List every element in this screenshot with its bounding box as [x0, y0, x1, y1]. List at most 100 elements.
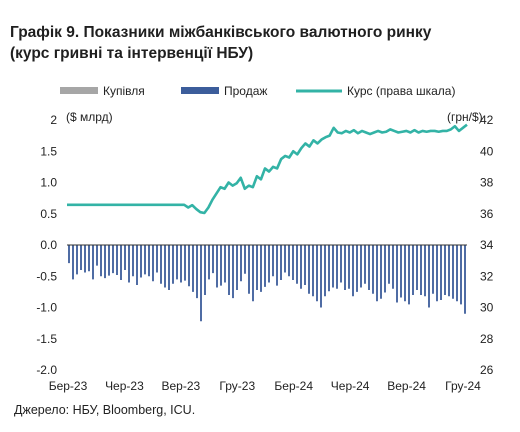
y2-tick-label: 38	[480, 176, 494, 190]
sale-bar	[428, 245, 430, 308]
y2-axis-ticks: 42 40 38 36 34 32 30 28 26	[480, 113, 494, 377]
sale-bar	[456, 245, 458, 302]
sale-bar	[300, 245, 302, 289]
sale-bar	[380, 245, 382, 299]
x-tick-label: Чер-24	[331, 379, 370, 393]
sale-bar	[356, 245, 358, 292]
sale-bar	[280, 245, 282, 280]
sale-bar	[412, 245, 414, 295]
x-tick-label: Бер-23	[49, 379, 88, 393]
y-tick-label: 0.5	[40, 207, 57, 221]
sale-bar	[392, 245, 394, 289]
sale-bar	[448, 245, 450, 297]
sale-bar	[92, 245, 94, 280]
sale-bar	[236, 245, 238, 290]
sale-bar	[388, 245, 390, 284]
sale-bar	[212, 245, 214, 274]
y2-axis-label: (грн/$)	[447, 110, 483, 124]
sale-bar	[116, 245, 118, 275]
x-axis-ticks: Бер-23 Чер-23 Вер-23 Гру-23 Бер-24 Чер-24 Вер-…	[49, 379, 481, 393]
legend-label-sale: Продаж	[224, 84, 267, 98]
sale-bar	[68, 245, 70, 264]
sale-bar	[160, 245, 162, 284]
sale-bar	[316, 245, 318, 302]
sale-bar	[440, 245, 442, 300]
sale-bar	[188, 245, 190, 287]
sale-bar	[132, 245, 134, 277]
sale-bar	[384, 245, 386, 293]
sale-bar	[240, 245, 242, 282]
source-note: Джерело: НБУ, Bloomberg, ICU.	[14, 403, 196, 417]
legend-swatch-sale	[181, 87, 219, 94]
sale-bar	[124, 245, 126, 270]
y-axis-ticks: 2 1.5 1.0 0.5 0.0 -0.5 -1.0 -1.5 -2.0	[36, 113, 57, 377]
y-tick-label: 0.0	[40, 238, 57, 252]
sale-bar	[228, 245, 230, 295]
sale-bar	[368, 245, 370, 290]
sale-bar	[336, 245, 338, 289]
sale-bar	[208, 245, 210, 280]
sale-bar	[96, 245, 98, 266]
sale-bar	[156, 245, 158, 273]
x-tick-label: Бер-24	[274, 379, 313, 393]
y-tick-label: 2	[50, 113, 57, 127]
y2-tick-label: 32	[480, 269, 494, 283]
sale-bar	[232, 245, 234, 299]
chart-title-line1: Графік 9. Показники міжбанківського валю…	[10, 24, 432, 41]
y-tick-label: -2.0	[36, 363, 57, 377]
sale-bar	[324, 245, 326, 297]
sale-bar	[148, 245, 150, 277]
sale-bar	[176, 245, 178, 280]
sale-bar	[80, 245, 82, 270]
sale-bar	[352, 245, 354, 297]
y2-tick-label: 36	[480, 207, 494, 221]
sale-bar	[108, 245, 110, 276]
sale-bars	[68, 245, 466, 322]
sale-bar	[320, 245, 322, 308]
x-tick-label: Вер-23	[162, 379, 201, 393]
sale-bar	[72, 245, 74, 280]
x-tick-label: Гру-23	[219, 379, 255, 393]
sale-bar	[344, 245, 346, 290]
sale-bar	[312, 245, 314, 297]
sale-bar	[244, 245, 246, 274]
sale-bar	[328, 245, 330, 292]
legend: Купівля Продаж Курс (права шкала)	[60, 84, 455, 98]
x-tick-label: Гру-24	[445, 379, 481, 393]
sale-bar	[172, 245, 174, 284]
sale-bar	[220, 245, 222, 286]
y-tick-label: -0.5	[36, 269, 57, 283]
chart-title-line2: (курс гривні та інтервенції НБУ)	[10, 45, 254, 62]
sale-bar	[464, 245, 466, 314]
x-tick-label: Вер-24	[387, 379, 426, 393]
sale-bar	[424, 245, 426, 297]
sale-bar	[120, 245, 122, 280]
sale-bar	[376, 245, 378, 302]
sale-bar	[360, 245, 362, 288]
sale-bar	[152, 245, 154, 282]
sale-bar	[364, 245, 366, 284]
sale-bar	[252, 245, 254, 302]
y2-tick-label: 30	[480, 301, 494, 315]
legend-label-rate: Курс (права шкала)	[347, 84, 455, 98]
y-axis-label: ($ млрд)	[66, 110, 113, 124]
y2-tick-label: 26	[480, 363, 494, 377]
sale-bar	[264, 245, 266, 287]
y2-tick-label: 28	[480, 332, 494, 346]
sale-bar	[296, 245, 298, 284]
sale-bar	[248, 245, 250, 294]
sale-bar	[408, 245, 410, 305]
sale-bar	[268, 245, 270, 283]
sale-bar	[128, 245, 130, 283]
y-tick-label: -1.0	[36, 301, 57, 315]
sale-bar	[276, 245, 278, 286]
sale-bar	[144, 245, 146, 275]
sale-bar	[432, 245, 434, 294]
sale-bar	[292, 245, 294, 280]
y2-tick-label: 42	[480, 113, 494, 127]
sale-bar	[260, 245, 262, 292]
sale-bar	[180, 245, 182, 283]
sale-bar	[272, 245, 274, 277]
sale-bar	[288, 245, 290, 277]
